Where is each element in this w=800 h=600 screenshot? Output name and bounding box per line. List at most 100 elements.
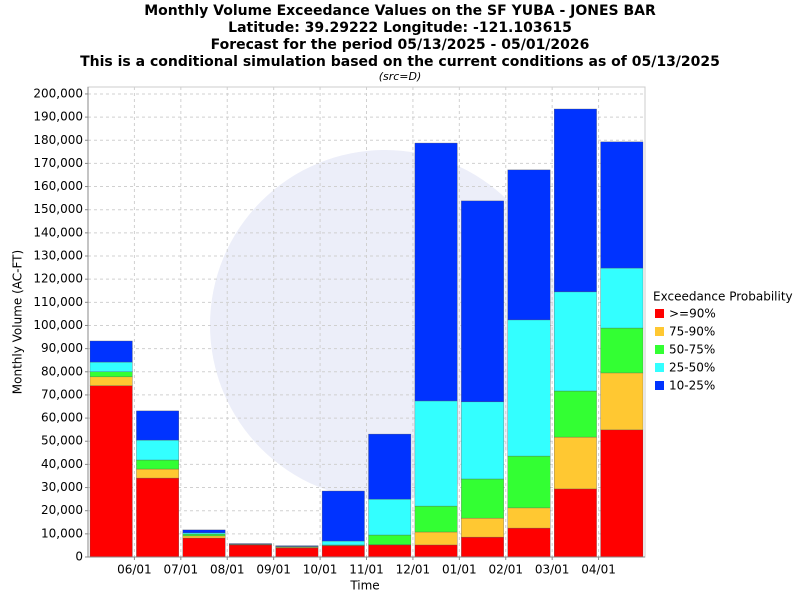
bar-segment [507,507,551,529]
bar-segment [182,535,226,539]
y-tick-label: 200,000 [33,86,83,100]
bar-segment [461,478,504,519]
y-tick-label: 110,000 [33,295,83,309]
legend-label: 10-25% [669,379,715,393]
bar-segment [136,410,179,441]
bar-segment [414,142,458,402]
legend-label: 50-75% [669,343,715,357]
x-tick-label: 11/01 [349,563,384,577]
y-tick-label: 180,000 [33,133,83,147]
bar-segment [182,529,226,534]
bar-segment [136,459,179,470]
bar-segment [461,517,504,538]
bar-segment [89,340,133,363]
bar-segment [414,544,458,558]
legend-swatch [655,309,664,318]
bar-segment [461,536,504,558]
y-tick-label: 160,000 [33,179,83,193]
bar-segment [554,436,597,490]
x-tick-label: 07/01 [164,563,199,577]
legend-swatch [655,327,664,336]
bar-segment [600,429,644,558]
title-line: Forecast for the period 05/13/2025 - 05/… [211,37,590,53]
bar-segment [507,527,551,558]
y-tick-label: 40,000 [41,457,83,471]
bar-segment [600,372,644,431]
legend-label: >=90% [669,307,716,321]
bar-segment [136,468,179,479]
bar-segment [554,291,597,392]
legend-swatch [655,381,664,390]
bar-segment [554,488,597,558]
bar-segment [229,544,272,558]
bar-segment [414,400,458,507]
x-tick-label: 03/01 [535,563,570,577]
bar-segment [461,200,504,403]
bar-segment [136,439,179,461]
bar-segment [182,532,226,535]
x-tick-label: 10/01 [303,563,338,577]
bar-segment [461,401,504,480]
title-line: This is a conditional simulation based o… [80,54,720,70]
bar-segment [89,371,133,378]
y-tick-label: 190,000 [33,110,83,124]
y-tick-label: 70,000 [41,387,83,401]
x-tick-label: 09/01 [256,563,291,577]
bar-segment [275,545,319,547]
bar-segment [89,385,133,558]
y-tick-label: 100,000 [33,318,83,332]
subtitle: (src=D) [379,70,422,83]
bar-segment [368,498,412,536]
bar-segment [321,490,365,542]
y-tick-label: 30,000 [41,480,83,494]
bar-segment [554,390,597,438]
bar-segment [89,376,133,386]
bar-segment [136,477,179,558]
y-tick-label: 80,000 [41,364,83,378]
bar-segment [368,544,412,558]
y-axis-label: Monthly Volume (AC-FT) [11,250,25,394]
bar-segment [368,433,412,500]
bar-segment [554,108,597,293]
chart-title: Monthly Volume Exceedance Values on the … [144,3,656,19]
bar-segment [89,361,133,372]
x-tick-label: 02/01 [488,563,523,577]
bar-segment [507,455,551,509]
x-tick-label: 01/01 [442,563,477,577]
y-tick-label: 0 [75,550,83,564]
legend-title: Exceedance Probability [653,290,793,304]
y-tick-label: 20,000 [41,503,83,517]
x-tick-label: 12/01 [396,563,431,577]
bar-segment [507,169,551,321]
bar-segment [321,545,365,558]
legend-swatch [655,363,664,372]
y-tick-label: 130,000 [33,249,83,263]
bar-segment [600,141,644,269]
bar-segment [507,319,551,457]
bar-segment [414,531,458,546]
legend-label: 75-90% [669,325,715,339]
y-tick-label: 150,000 [33,202,83,216]
x-axis-label: Time [349,579,379,593]
legend-swatch [655,345,664,354]
x-tick-label: 08/01 [210,563,245,577]
bar-segment [182,537,226,558]
y-tick-label: 50,000 [41,434,83,448]
y-tick-label: 90,000 [41,341,83,355]
title-line: Latitude: 39.29222 Longitude: -121.10361… [228,20,572,36]
y-tick-label: 170,000 [33,156,83,170]
bar-segment [414,505,458,533]
bar-segment [321,540,365,546]
bar-segment [368,534,412,545]
y-tick-label: 10,000 [41,526,83,540]
bar-segment [275,547,319,558]
y-tick-label: 140,000 [33,225,83,239]
legend-label: 25-50% [669,361,715,375]
bar-segment [600,267,644,329]
x-tick-label: 06/01 [117,563,152,577]
y-tick-label: 120,000 [33,272,83,286]
bar-segment [182,533,226,537]
y-tick-label: 60,000 [41,411,83,425]
x-tick-label: 04/01 [581,563,616,577]
